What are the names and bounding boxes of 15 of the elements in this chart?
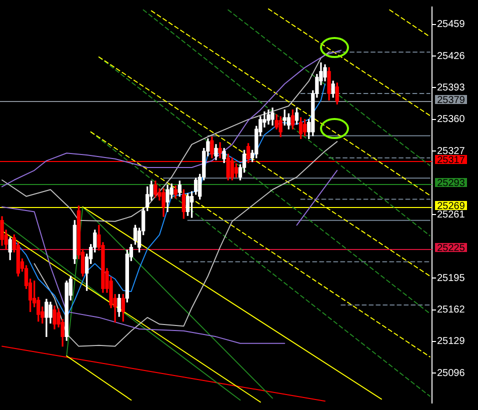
- ref-line-label: 25293: [437, 178, 466, 189]
- y-tick-label: 25195: [437, 272, 466, 284]
- y-tick-label: 25096: [437, 368, 466, 379]
- y-tick-label: 25261: [437, 209, 466, 220]
- ref-line-label: 25379: [437, 94, 466, 106]
- y-tick-label: 25393: [437, 82, 466, 94]
- y-tick-label: 25129: [437, 336, 466, 348]
- y-tick-label: 25360: [437, 114, 466, 126]
- ref-line-label: 25269: [437, 200, 466, 212]
- ref-line-label: 25225: [437, 242, 466, 254]
- y-tick-label: 25426: [437, 50, 466, 62]
- y-tick-label: 25459: [437, 19, 466, 30]
- y-tick-label: 25162: [437, 304, 466, 316]
- ref-line-label: 25317: [437, 154, 466, 166]
- y-tick-label: 25327: [437, 146, 466, 157]
